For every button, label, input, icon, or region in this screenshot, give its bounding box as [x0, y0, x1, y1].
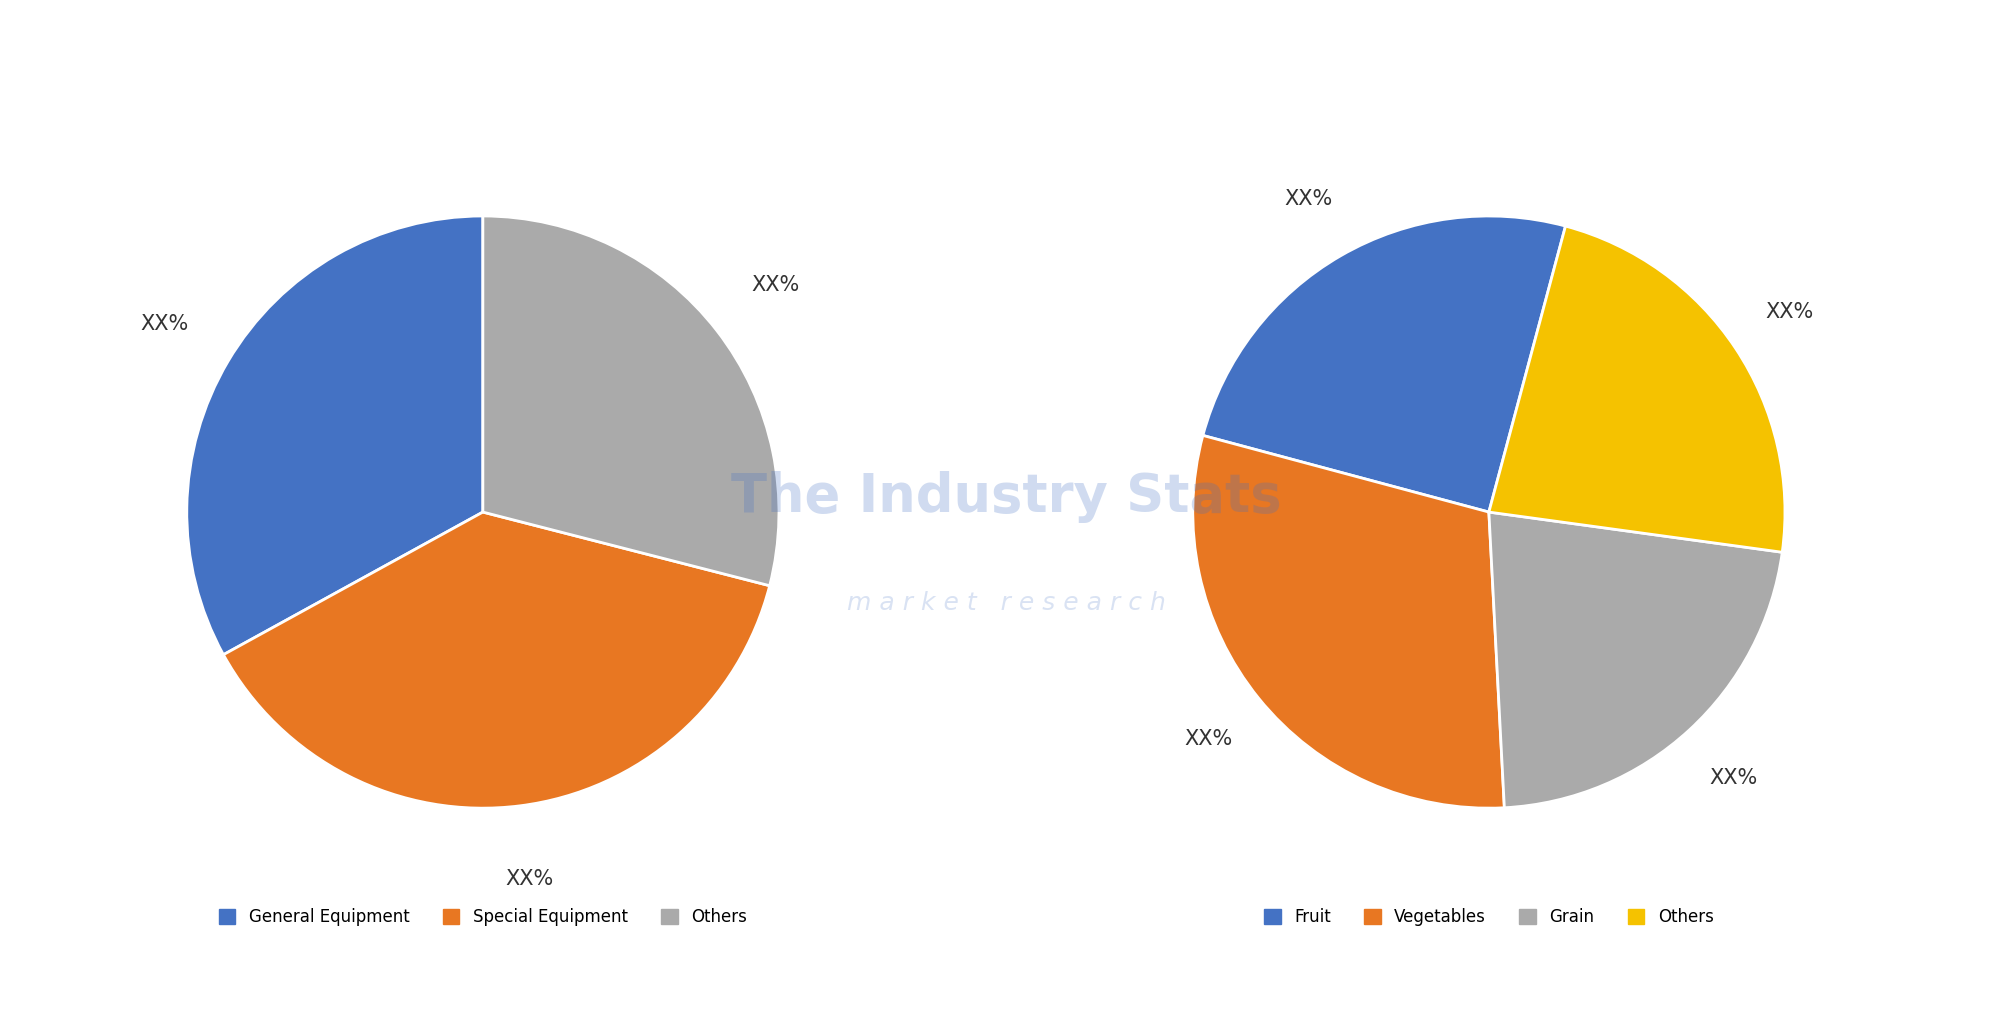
Legend: General Equipment, Special Equipment, Others: General Equipment, Special Equipment, Ot… — [211, 901, 754, 933]
Wedge shape — [1203, 216, 1565, 512]
Text: XX%: XX% — [141, 313, 189, 334]
Text: XX%: XX% — [1710, 768, 1758, 788]
Text: XX%: XX% — [750, 275, 799, 295]
Text: The Industry Stats: The Industry Stats — [730, 470, 1282, 523]
Text: XX%: XX% — [1284, 190, 1332, 209]
Wedge shape — [1489, 226, 1785, 553]
Wedge shape — [223, 512, 771, 808]
Legend: Fruit, Vegetables, Grain, Others: Fruit, Vegetables, Grain, Others — [1258, 901, 1720, 933]
Wedge shape — [483, 216, 779, 586]
Text: XX%: XX% — [505, 869, 553, 889]
Text: Source: Theindustrystats Analysis: Source: Theindustrystats Analysis — [89, 962, 435, 980]
Text: Email: sales@theindustrystats.com: Email: sales@theindustrystats.com — [829, 962, 1183, 980]
Text: XX%: XX% — [1767, 302, 1815, 322]
Text: m a r k e t   r e s e a r c h: m a r k e t r e s e a r c h — [847, 591, 1165, 615]
Text: Fig. Global Primary Food Processing Machinery (PFPM) Market Share by Product Typ: Fig. Global Primary Food Processing Mach… — [294, 33, 1718, 58]
Wedge shape — [1193, 435, 1505, 808]
Text: XX%: XX% — [1183, 729, 1231, 749]
Wedge shape — [187, 216, 483, 655]
Text: Website: www.theindustrystats.com: Website: www.theindustrystats.com — [1547, 962, 1913, 980]
Wedge shape — [1489, 512, 1783, 808]
